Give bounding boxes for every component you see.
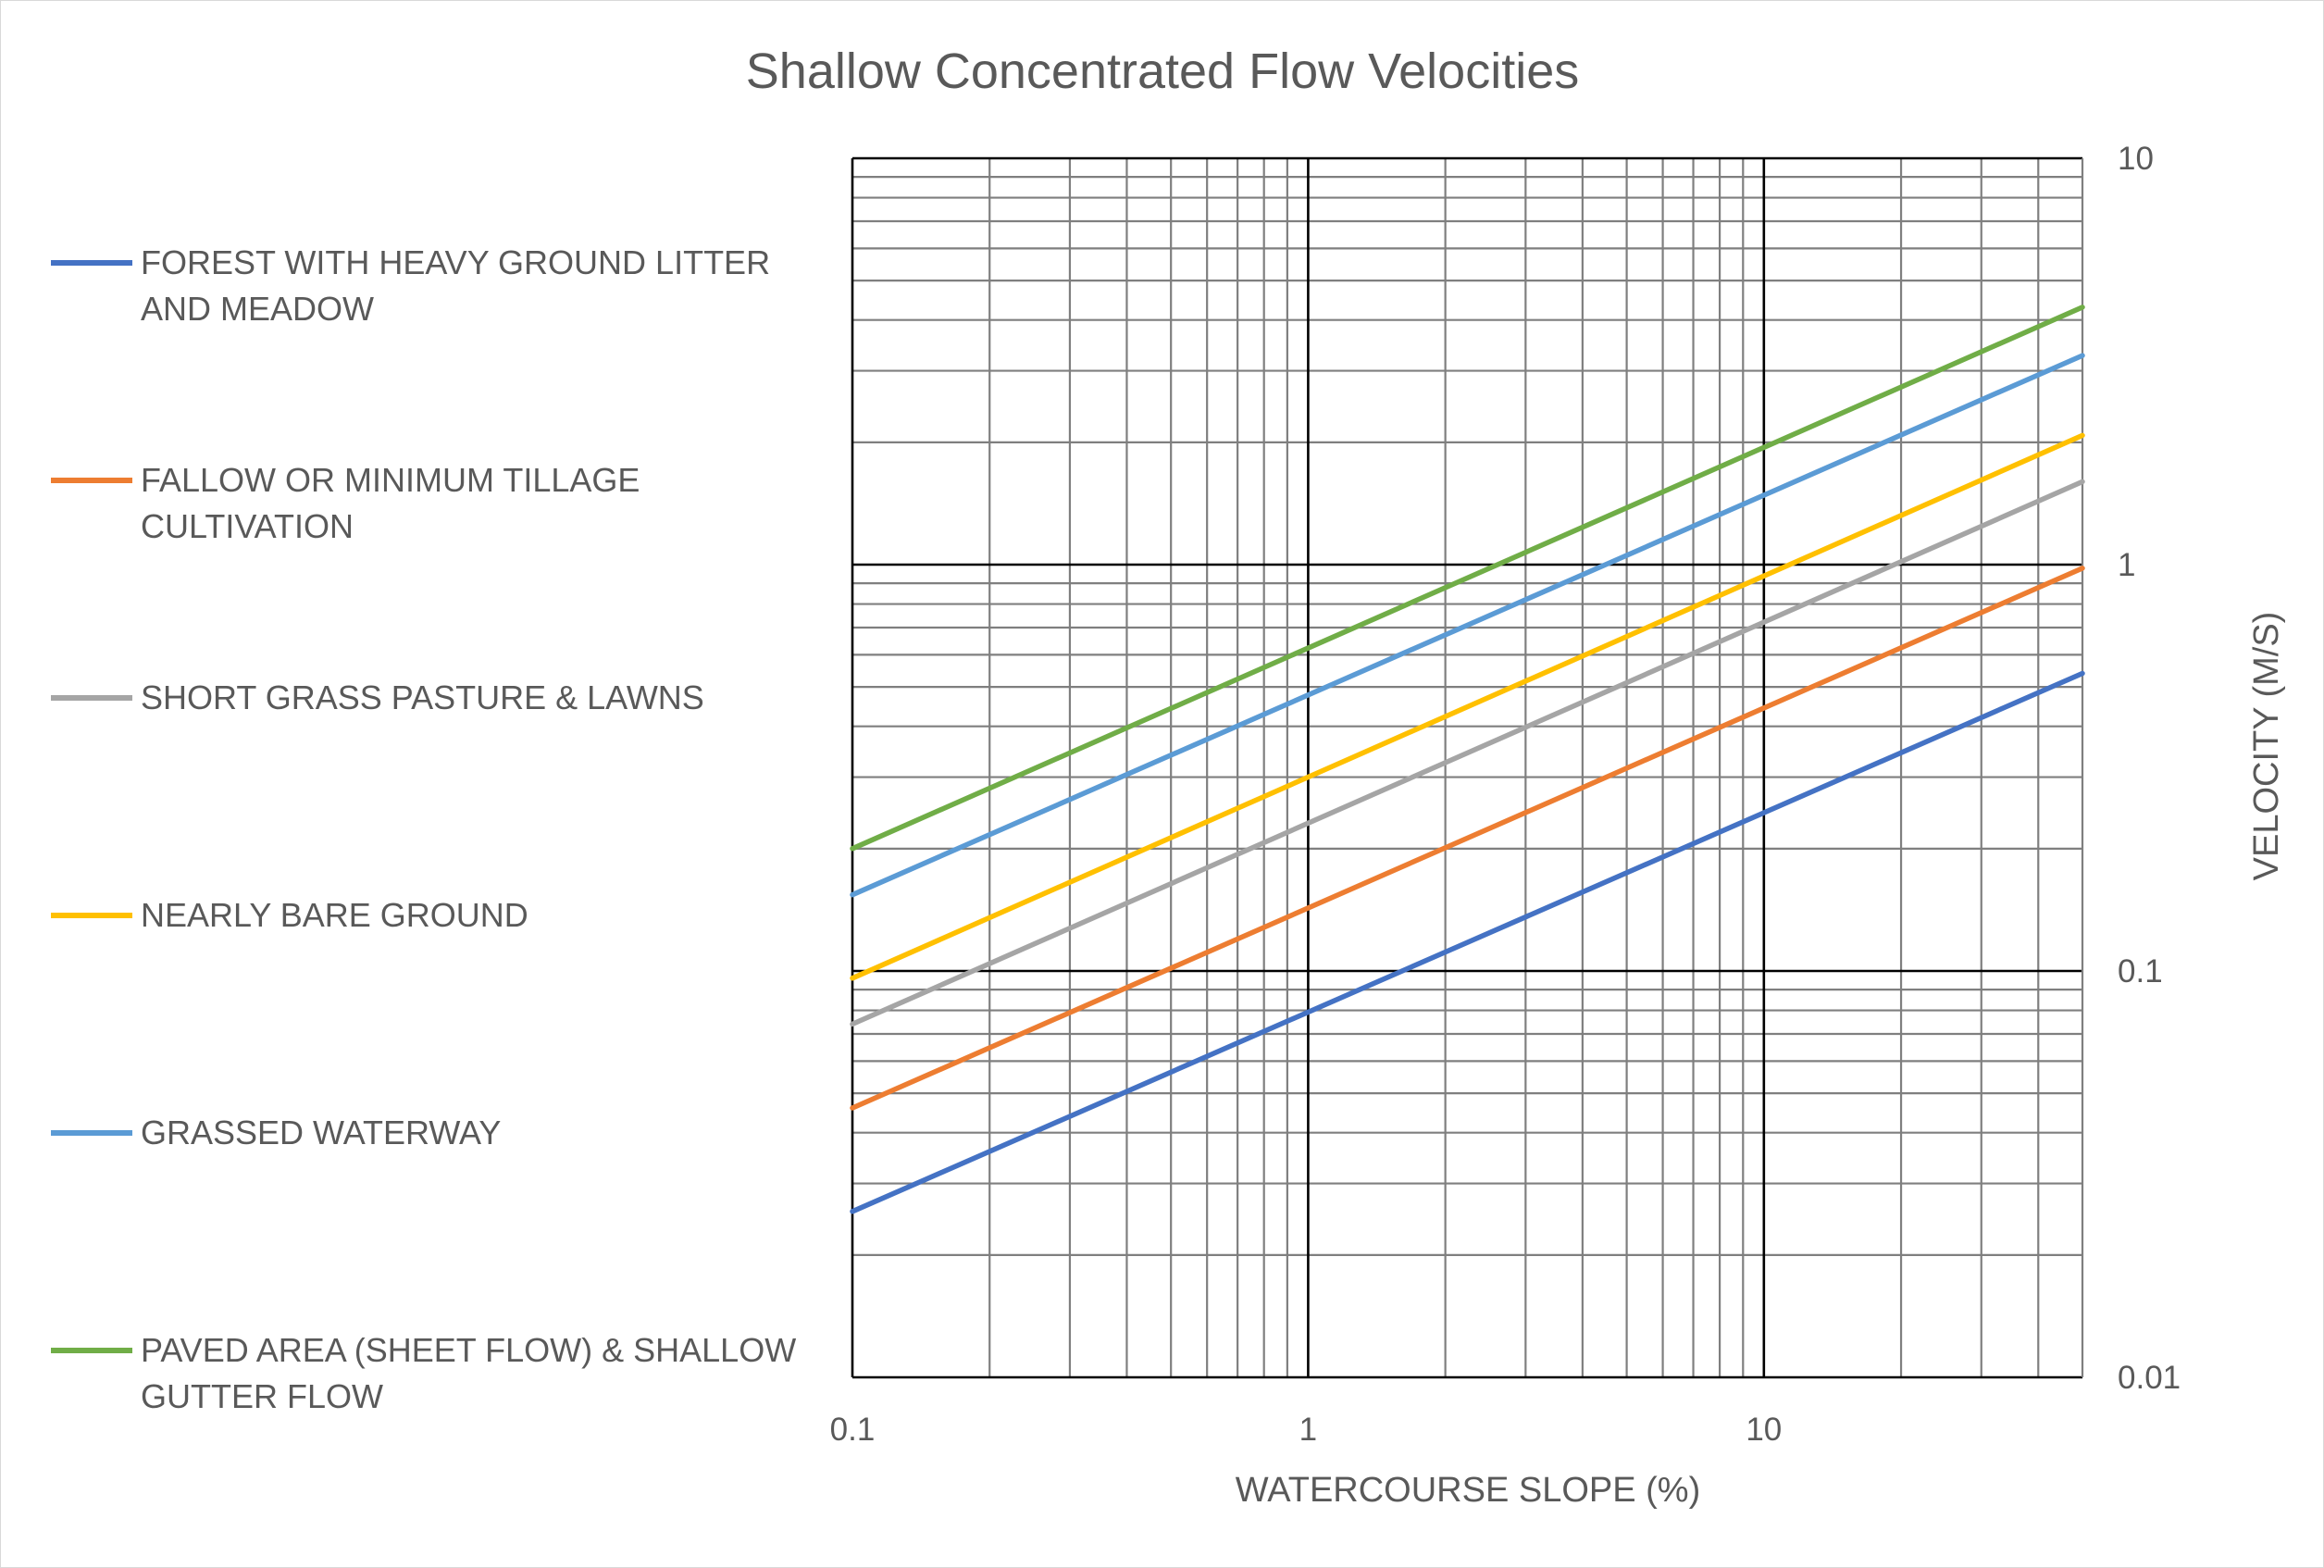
series-line-short-grass-pasture-lawns	[850, 479, 2085, 1027]
legend-label: GRASSED WATERWAY	[141, 1114, 501, 1151]
series-line-paved-area-sheet-flow-shallow-gutter-flow	[850, 305, 2085, 852]
legend-label: GUTTER FLOW	[141, 1377, 383, 1415]
y-tick-label: 1	[2118, 547, 2135, 583]
chart-title: Shallow Concentrated Flow Velocities	[746, 44, 1579, 99]
legend-item: SHORT GRASS PASTURE & LAWNS	[51, 678, 704, 716]
y-tick-label: 10	[2118, 141, 2154, 177]
legend-label: FALLOW OR MINIMUM TILLAGE	[141, 461, 640, 499]
legend-label: FOREST WITH HEAVY GROUND LITTER	[141, 243, 770, 281]
x-axis-ticks: 0.1 1 10	[830, 1412, 1783, 1448]
series-lines	[850, 305, 2085, 1214]
legend-label: CULTIVATION	[141, 507, 354, 545]
legend-label: NEARLY BARE GROUND	[141, 896, 528, 934]
series-line-grassed-waterway	[850, 353, 2085, 898]
series-line-fallow-or-minimum-tillage-cultivation	[850, 566, 2085, 1111]
series-line-nearly-bare-ground	[850, 432, 2085, 981]
legend-item: FOREST WITH HEAVY GROUND LITTER AND MEADO…	[51, 243, 770, 328]
series-line-forest-with-heavy-ground-litter-and-meadow	[850, 670, 2085, 1214]
x-tick-label: 0.1	[830, 1412, 876, 1448]
x-axis-title: WATERCOURSE SLOPE (%)	[1236, 1471, 1701, 1510]
legend-item: PAVED AREA (SHEET FLOW) & SHALLOW GUTTER …	[51, 1331, 796, 1415]
legend-label: SHORT GRASS PASTURE & LAWNS	[141, 678, 704, 716]
plot-grid	[851, 156, 2084, 1379]
legend-item: FALLOW OR MINIMUM TILLAGE CULTIVATION	[51, 461, 640, 545]
legend-label: PAVED AREA (SHEET FLOW) & SHALLOW	[141, 1331, 796, 1369]
x-tick-label: 1	[1299, 1412, 1317, 1448]
x-tick-label: 10	[1746, 1412, 1782, 1448]
legend: FOREST WITH HEAVY GROUND LITTER AND MEADO…	[51, 243, 796, 1415]
y-tick-label: 0.1	[2118, 953, 2163, 989]
y-axis-title: VELOCITY (M/S)	[2247, 612, 2286, 881]
legend-label: AND MEADOW	[141, 290, 374, 328]
y-axis-ticks: 10 1 0.1 0.01	[2118, 141, 2181, 1396]
legend-item: NEARLY BARE GROUND	[51, 896, 528, 934]
legend-item: GRASSED WATERWAY	[51, 1114, 501, 1151]
y-tick-label: 0.01	[2118, 1360, 2181, 1396]
